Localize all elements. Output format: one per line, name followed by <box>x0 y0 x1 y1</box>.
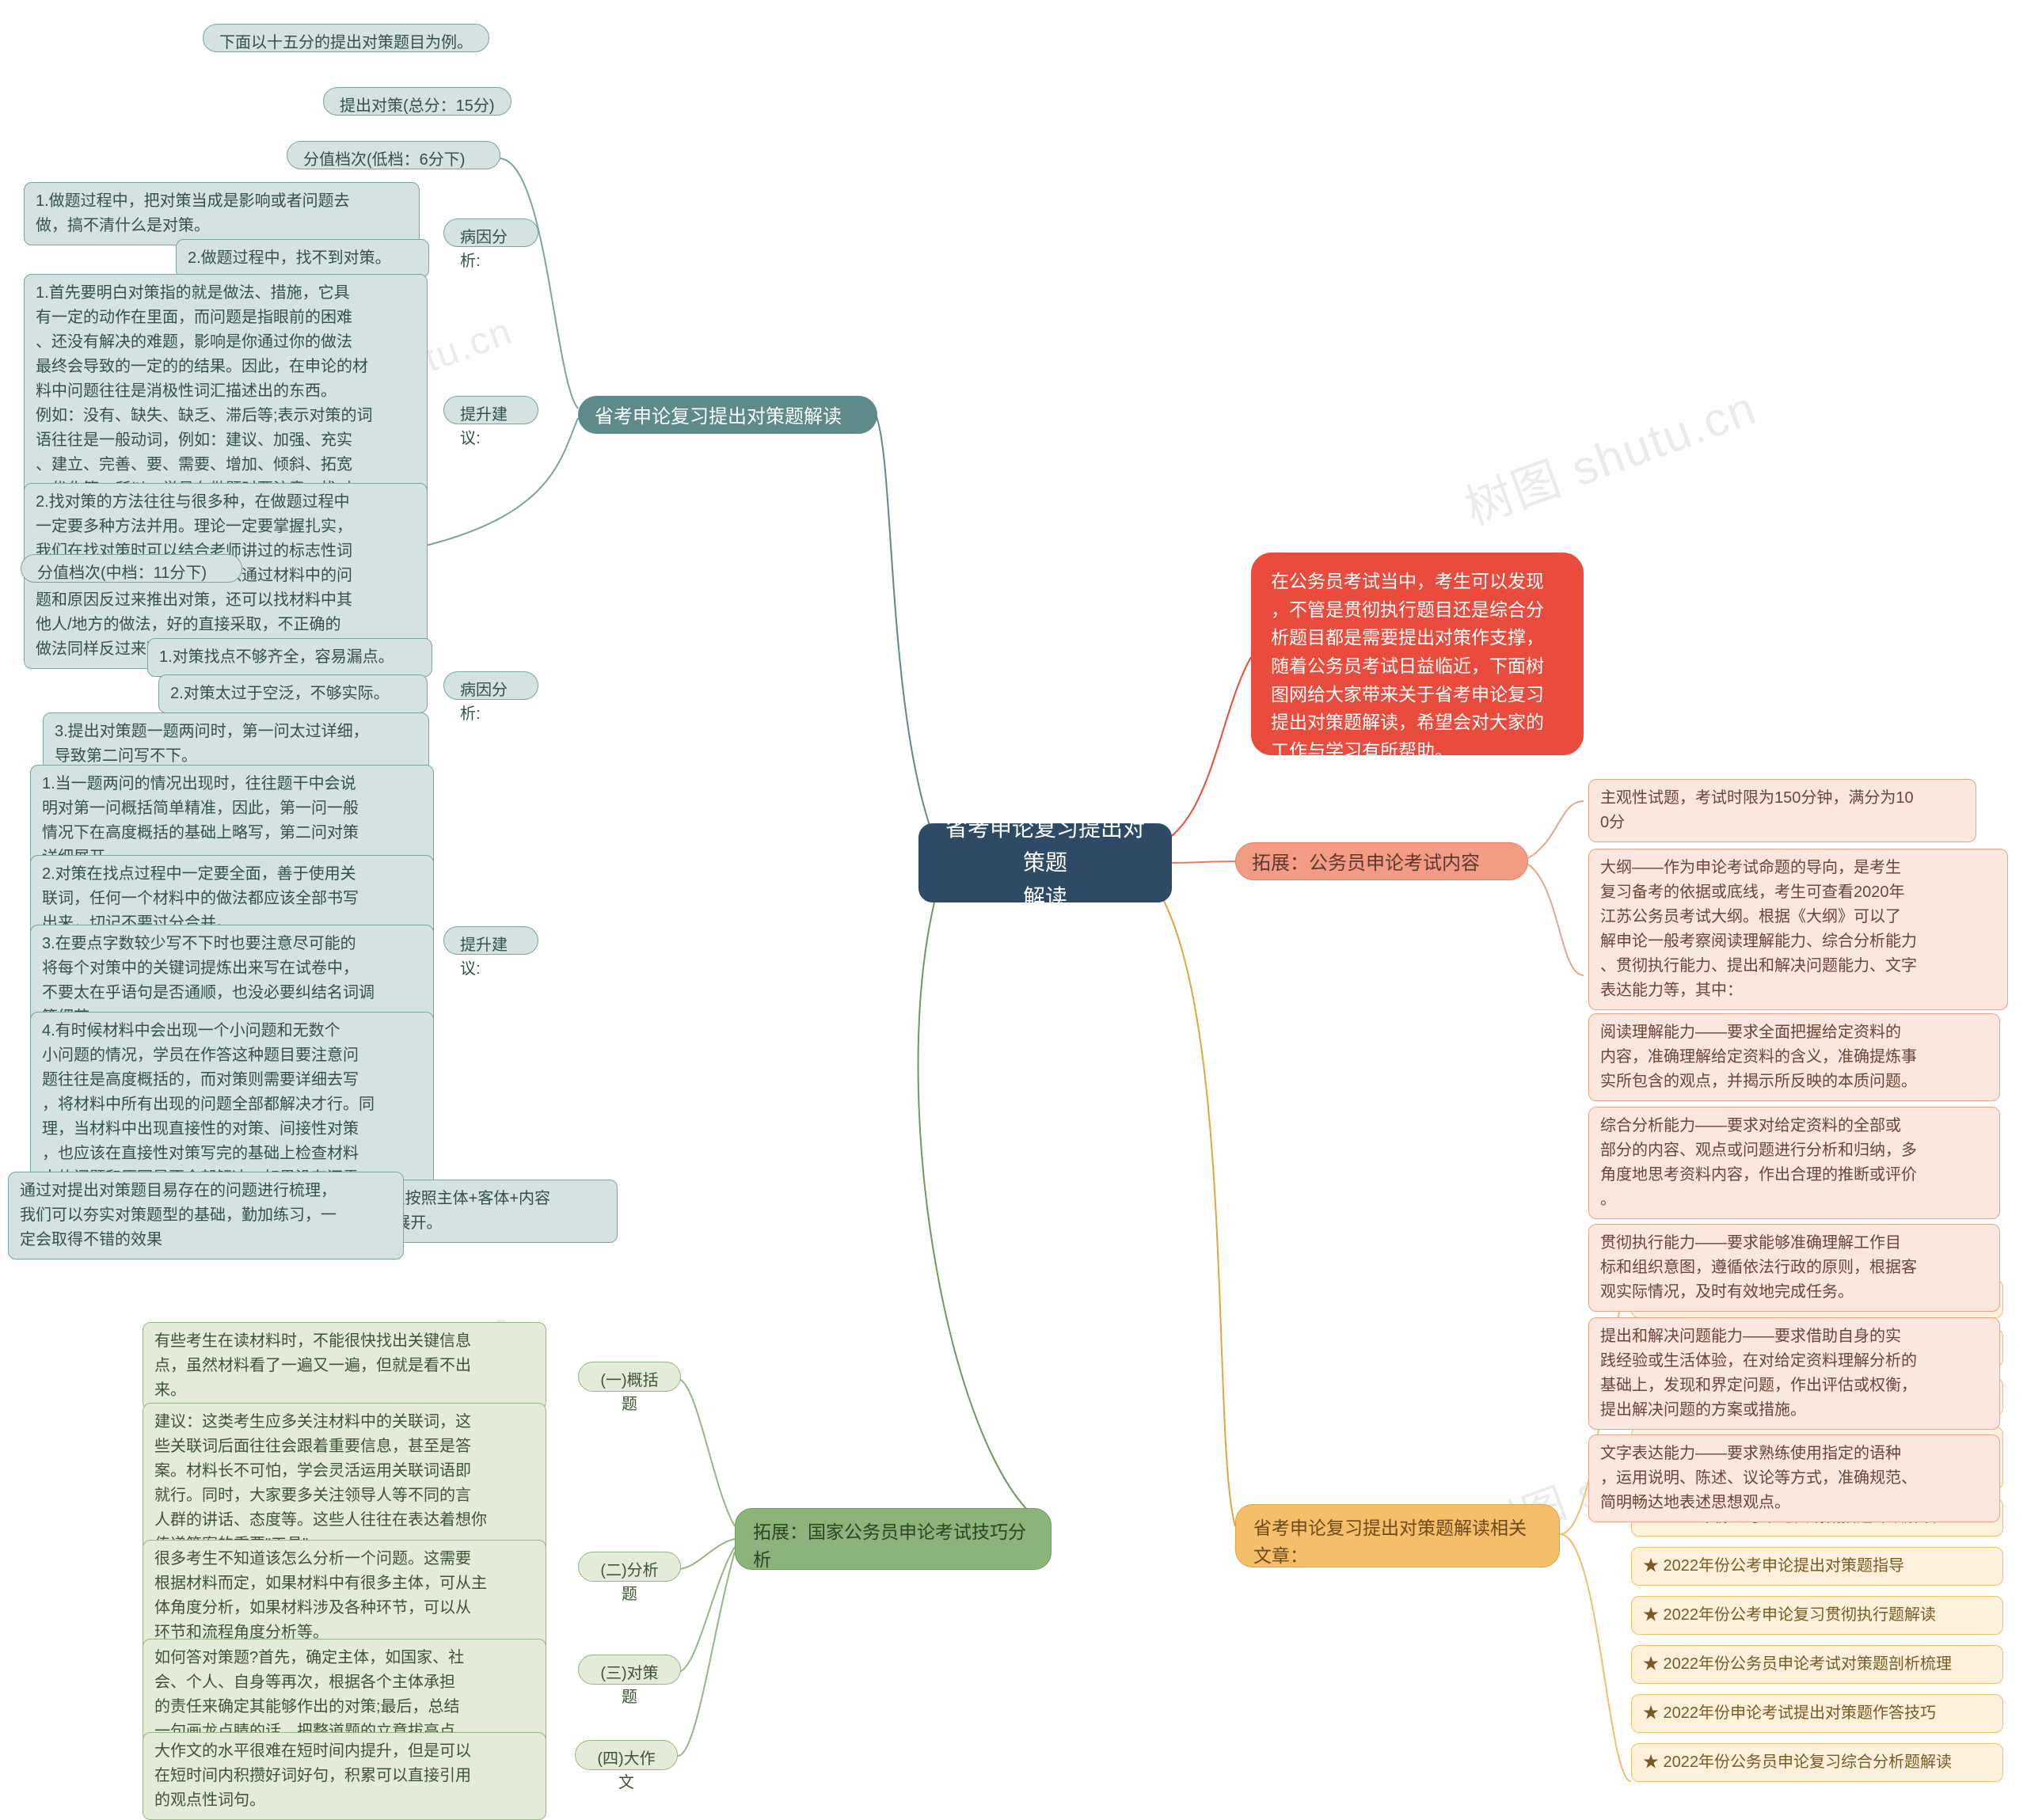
teal-label[interactable]: 分值档次(低档：6分下) <box>287 141 500 169</box>
related-article-link[interactable]: ★ 2022年份申论考试提出对策题作答技巧 <box>1631 1694 2003 1733</box>
tips-section-label[interactable]: (二)分析题 <box>578 1552 681 1582</box>
branch-exam-content[interactable]: 拓展：公务员申论考试内容 <box>1235 842 1528 880</box>
related-article-link[interactable]: ★ 2022年份公考申论复习贯彻执行题解读 <box>1631 1596 2003 1635</box>
center-topic[interactable]: 省考申论复习提出对策题 解读 <box>918 823 1172 902</box>
tips-section-label[interactable]: (四)大作文 <box>575 1740 678 1770</box>
teal-label[interactable]: 下面以十五分的提出对策题目为例。 <box>203 24 489 52</box>
tips-section-label[interactable]: (一)概括题 <box>578 1362 681 1392</box>
teal-label[interactable]: 分值档次(中档：11分下) <box>21 554 242 583</box>
exam-content-leaf: 主观性试题，考试时限为150分钟，满分为10 0分 <box>1588 779 1976 842</box>
teal-leaf: 1.做题过程中，把对策当成是影响或者问题去 做，搞不清什么是对策。 <box>24 182 420 245</box>
branch-related-articles[interactable]: 省考申论复习提出对策题解读相关 文章： <box>1235 1504 1560 1567</box>
exam-content-leaf: 贯彻执行能力——要求能够准确理解工作目 标和组织意图，遵循依法行政的原则，根据客… <box>1588 1224 2000 1312</box>
intro-note: 在公务员考试当中，考生可以发现 ，不管是贯彻执行题目还是综合分 析题目都是需要提… <box>1251 553 1584 755</box>
teal-leaf: 1.对策找点不够齐全，容易漏点。 <box>147 638 432 677</box>
exam-content-leaf: 综合分析能力——要求对给定资料的全部或 部分的内容、观点或问题进行分析和归纳，多… <box>1588 1107 2000 1219</box>
teal-label[interactable]: 提出对策(总分：15分) <box>323 87 512 116</box>
exam-content-leaf: 阅读理解能力——要求全面把握给定资料的 内容，准确理解给定资料的含义，准确提炼事… <box>1588 1013 2000 1101</box>
exam-content-leaf: 大纲——作为申论考试命题的导向，是考生 复习备考的依据或底线，考生可查看2020… <box>1588 849 2008 1010</box>
teal-leaf: 2.做题过程中，找不到对策。 <box>176 239 429 278</box>
branch-strategy-analysis[interactable]: 省考申论复习提出对策题解读 <box>578 396 877 434</box>
branch-national-exam-tips[interactable]: 拓展：国家公务员申论考试技巧分 析 <box>735 1508 1052 1570</box>
tips-leaf: 大作文的水平很难在短时间内提升，但是可以 在短时间内积攒好词好句，积累可以直接引… <box>143 1732 546 1820</box>
teal-leaf: 通过对提出对策题目易存在的问题进行梳理， 我们可以夯实对策题型的基础，勤加练习，… <box>8 1172 404 1260</box>
related-article-link[interactable]: ★ 2022年份公务员申论考试对策题剖析梳理 <box>1631 1645 2003 1684</box>
exam-content-leaf: 文字表达能力——要求熟练使用指定的语种 ，运用说明、陈述、议论等方式，准确规范、… <box>1588 1434 2000 1522</box>
teal-label[interactable]: 病因分析: <box>443 671 538 700</box>
exam-content-leaf: 提出和解决问题能力——要求借助自身的实 践经验或生活体验，在对给定资料理解分析的… <box>1588 1317 2000 1430</box>
teal-leaf: 2.对策太过于空泛，不够实际。 <box>158 674 428 713</box>
teal-label[interactable]: 提升建议: <box>443 926 538 955</box>
tips-section-label[interactable]: (三)对策题 <box>578 1655 681 1685</box>
related-article-link[interactable]: ★ 2022年份公务员申论复习综合分析题解读 <box>1631 1743 2003 1782</box>
tips-leaf: 很多考生不知道该怎么分析一个问题。这需要 根据材料而定，如果材料中有很多主体，可… <box>143 1540 546 1652</box>
teal-label[interactable]: 病因分析: <box>443 218 538 247</box>
teal-label[interactable]: 提升建议: <box>443 396 538 424</box>
related-article-link[interactable]: ★ 2022年份公考申论提出对策题指导 <box>1631 1547 2003 1586</box>
watermark: 树图 shutu.cn <box>1455 370 1765 539</box>
tips-leaf: 有些考生在读材料时，不能很快找出关键信息 点，虽然材料看了一遍又一遍，但就是看不… <box>143 1322 546 1410</box>
